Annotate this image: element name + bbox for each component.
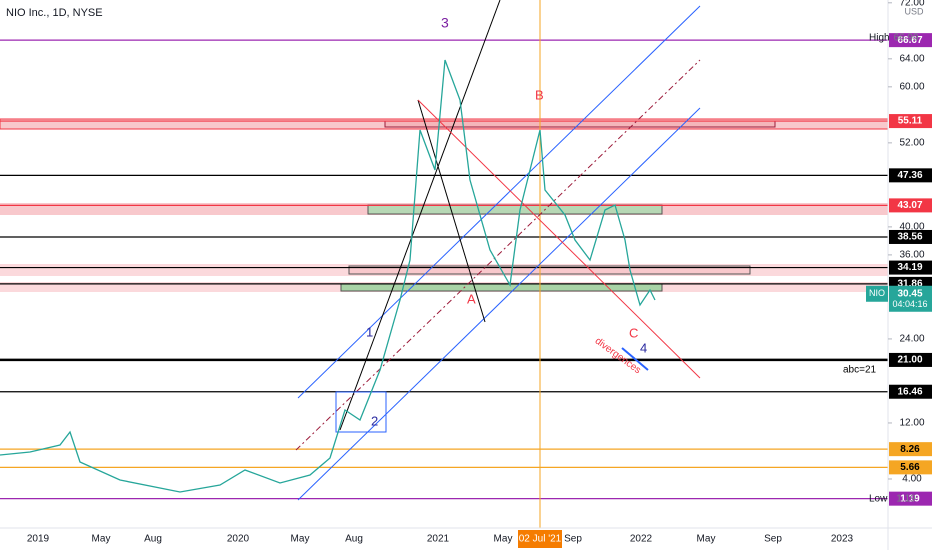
tick-label: 40.00	[899, 222, 924, 233]
levels	[0, 39, 888, 500]
price-tag	[889, 442, 932, 457]
median-line	[295, 59, 701, 451]
trend-line	[417, 99, 701, 379]
price-tag-label: 1.19	[900, 493, 920, 504]
label: B	[535, 87, 544, 102]
time-label: May	[92, 534, 111, 545]
time-axis: 2019 May Aug 2020 May Aug 2021 May 02 Ju…	[27, 530, 854, 548]
countdown: 04:04:16	[892, 299, 927, 309]
price-tag-label: 55.11	[898, 116, 923, 127]
last-price: 30.45	[897, 288, 922, 299]
price-tag-label: 66.67	[897, 35, 922, 46]
time-label: May	[291, 534, 310, 545]
tick-label: 64.00	[899, 53, 924, 64]
symbol-tag	[866, 285, 888, 302]
box	[335, 391, 387, 433]
time-label: 2023	[831, 534, 854, 545]
currency: USD	[904, 6, 924, 16]
price-tag-label: 43.07	[897, 200, 922, 211]
price-tag	[889, 260, 932, 275]
time-label: Aug	[144, 534, 162, 545]
trend-line	[417, 99, 486, 323]
time-label: May	[494, 534, 513, 545]
zone	[384, 120, 776, 128]
price-tag-label: 5.66	[900, 462, 920, 473]
price-tag	[889, 491, 932, 506]
label: 2	[371, 413, 378, 428]
channel-line	[297, 5, 701, 399]
price-tag	[889, 384, 932, 399]
price-tag	[889, 460, 932, 475]
zone	[340, 283, 663, 292]
label: C	[629, 325, 638, 340]
tick-label: 24.00	[899, 334, 924, 345]
price-tag-label: 47.36	[897, 170, 922, 181]
price-tag-label: 31.86	[897, 279, 922, 290]
trend-line	[339, 0, 501, 431]
symbol-title: NIO Inc., 1D, NYSE	[6, 7, 103, 19]
label: 3	[441, 15, 449, 31]
price-tag	[889, 33, 932, 48]
marker-name: High	[869, 33, 890, 44]
time-label: 2022	[630, 534, 653, 545]
tick-label: 36.00	[899, 250, 924, 261]
time-label: Sep	[564, 534, 582, 545]
price-tag-label: 21.00	[897, 355, 922, 366]
price-tag	[889, 114, 932, 129]
time-highlight	[518, 530, 562, 548]
tick-label: 72.00	[899, 0, 924, 8]
tick-label: 4.00	[902, 474, 922, 485]
price-tag-label: 16.46	[897, 386, 922, 397]
marker-name: Low	[869, 493, 888, 504]
zone	[348, 265, 751, 275]
zone	[367, 204, 663, 215]
price-tag	[889, 229, 932, 244]
time-label: 2021	[427, 534, 450, 545]
time-label: Aug	[345, 534, 363, 545]
price-ticks: 72.00 64.00 60.00 52.00 40.00 36.00 24.00 12.00…	[866, 0, 932, 506]
label: A	[467, 291, 476, 306]
time-label: 2020	[227, 534, 250, 545]
price-tag	[889, 198, 932, 213]
time-label: Sep	[764, 534, 782, 545]
price-tag-label: 34.19	[897, 262, 922, 273]
time-label: 2019	[27, 534, 50, 545]
price-tag-label: 8.26	[900, 444, 920, 455]
time-label: May	[697, 534, 716, 545]
price-path	[0, 59, 656, 493]
price-tag-label: 38.56	[897, 232, 922, 243]
divergence-line	[621, 347, 649, 371]
label: 4	[640, 340, 647, 355]
tick-label: 52.00	[899, 137, 924, 148]
price-tag	[889, 352, 932, 367]
tick-label: 60.00	[899, 81, 924, 92]
channel-line	[297, 107, 701, 501]
tick-label: 12.00	[899, 418, 924, 429]
drawings	[0, 0, 701, 528]
time-label: 02 Jul '21	[519, 534, 562, 545]
last-tag	[889, 285, 932, 312]
marker-price: 1.19	[896, 493, 916, 504]
label: 1	[366, 324, 373, 339]
symbol-label: NIO	[869, 288, 885, 298]
marker-price: 66.99	[893, 33, 918, 44]
label: abc=21	[843, 365, 877, 376]
price-tag	[889, 168, 932, 183]
